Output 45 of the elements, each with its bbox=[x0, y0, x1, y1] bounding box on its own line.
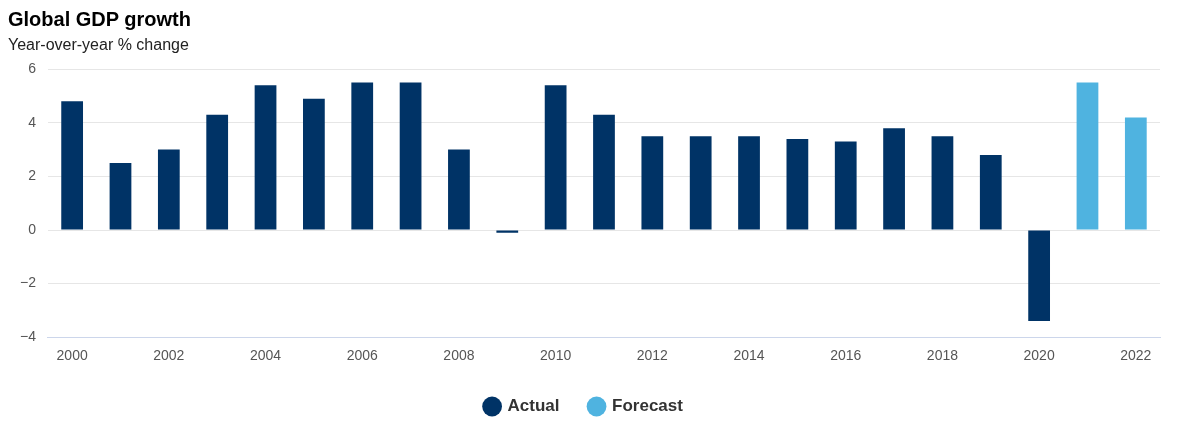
y-tick-label: 0 bbox=[28, 220, 37, 237]
bar bbox=[689, 136, 712, 230]
bar bbox=[1028, 230, 1051, 322]
bar bbox=[109, 163, 132, 230]
x-tick-label: 2010 bbox=[540, 347, 572, 364]
x-tick-label: 2002 bbox=[153, 347, 185, 364]
bar bbox=[931, 136, 954, 230]
y-tick-label: 2 bbox=[28, 167, 37, 184]
bar bbox=[351, 82, 374, 230]
bar bbox=[448, 149, 470, 230]
bar bbox=[641, 136, 664, 230]
x-tick-label: 2004 bbox=[249, 347, 282, 364]
x-tick-label: 2016 bbox=[830, 347, 862, 364]
x-tick-label: 2022 bbox=[1120, 347, 1152, 364]
y-tick-label: −4 bbox=[19, 328, 37, 345]
y-tick-label: 4 bbox=[28, 113, 37, 130]
bar bbox=[399, 82, 422, 230]
y-tick-label: −2 bbox=[19, 274, 37, 291]
bar bbox=[157, 149, 180, 230]
bar bbox=[593, 114, 615, 230]
x-tick-label: 2020 bbox=[1023, 347, 1055, 364]
legend-label: Actual bbox=[507, 396, 560, 416]
chart-title: Global GDP growth bbox=[8, 7, 191, 30]
y-tick-label: 6 bbox=[28, 60, 37, 77]
bar bbox=[496, 230, 519, 233]
x-tick-label: 2000 bbox=[56, 347, 88, 364]
bar bbox=[61, 101, 84, 230]
bar bbox=[883, 128, 905, 230]
chart-subtitle: Year-over-year % change bbox=[8, 36, 189, 54]
bar bbox=[254, 85, 277, 230]
bar bbox=[303, 98, 325, 230]
x-tick-label: 2018 bbox=[926, 347, 959, 364]
x-tick-label: 2014 bbox=[733, 347, 765, 364]
bar bbox=[206, 114, 229, 230]
bar bbox=[979, 154, 1002, 230]
bar bbox=[738, 136, 760, 230]
bar bbox=[834, 141, 857, 230]
x-tick-label: 2012 bbox=[636, 347, 669, 364]
bar bbox=[1076, 82, 1099, 230]
x-tick-label: 2006 bbox=[346, 347, 379, 364]
legend-label: Forecast bbox=[612, 396, 684, 416]
bar bbox=[786, 138, 809, 230]
x-tick-label: 2008 bbox=[443, 347, 475, 364]
bar bbox=[1124, 117, 1147, 230]
bar bbox=[544, 85, 567, 230]
